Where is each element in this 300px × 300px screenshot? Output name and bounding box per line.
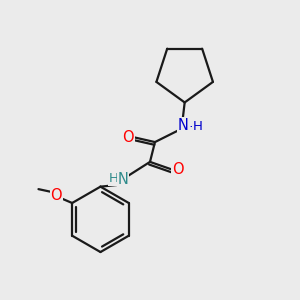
Text: O: O	[122, 130, 134, 145]
Text: N: N	[118, 172, 129, 187]
Text: H: H	[108, 172, 118, 185]
Text: H: H	[193, 120, 202, 133]
Text: O: O	[50, 188, 62, 202]
Text: -: -	[189, 120, 194, 133]
Text: N: N	[177, 118, 188, 133]
Text: O: O	[172, 162, 184, 177]
